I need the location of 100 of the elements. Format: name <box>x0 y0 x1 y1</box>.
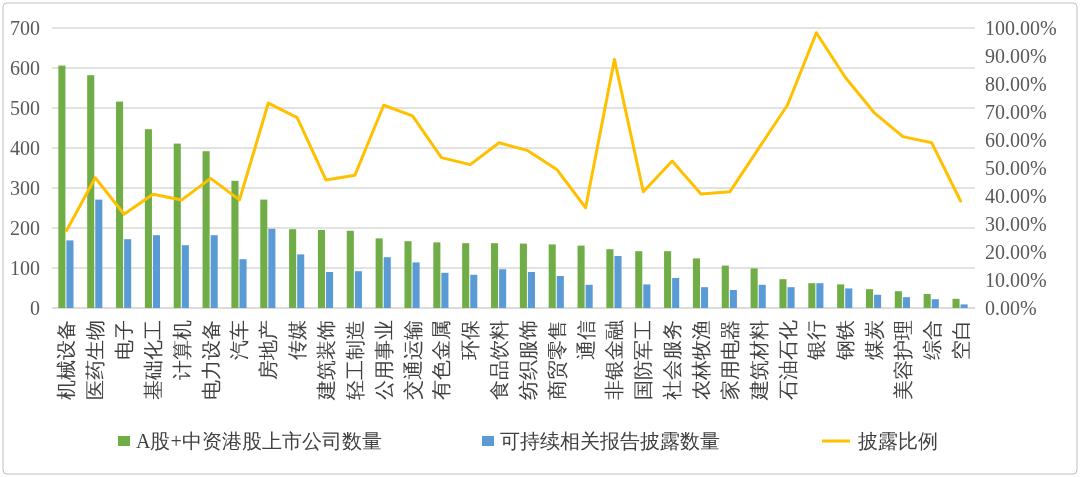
line-series <box>64 31 963 233</box>
bar <box>231 180 239 308</box>
y-tick-label: 600 <box>10 57 40 79</box>
x-tick-label: 食品饮料 <box>488 320 511 400</box>
bar <box>239 259 247 308</box>
bar <box>750 268 758 308</box>
y-tick-label: 400 <box>10 137 40 159</box>
x-tick-label: 计算机 <box>170 320 193 380</box>
bar <box>95 199 103 308</box>
bar <box>326 272 334 308</box>
bar <box>124 239 132 308</box>
bar <box>173 143 181 308</box>
bar <box>375 238 383 308</box>
x-tick-label: 传媒 <box>286 320 309 360</box>
x-tick-label: 机械设备 <box>55 320 78 400</box>
bar <box>635 251 643 308</box>
y2-tick-label: 30.00% <box>985 213 1047 235</box>
bar <box>152 235 161 308</box>
y-tick-label: 300 <box>10 177 40 199</box>
x-tick-label: 公用事业 <box>372 320 395 400</box>
bar <box>614 256 622 308</box>
bar <box>816 283 824 308</box>
bar <box>787 287 795 308</box>
bar <box>923 294 931 308</box>
x-tick-label: 空白 <box>949 320 972 360</box>
bar <box>519 243 527 308</box>
x-tick-label: 基础化工 <box>141 320 164 400</box>
x-tick-label: 医药生物 <box>84 320 107 400</box>
bar <box>902 297 910 308</box>
x-tick-label: 有色金属 <box>430 320 453 400</box>
x-tick-label: 美容护理 <box>891 320 914 400</box>
x-tick-label: 非银金融 <box>603 320 626 400</box>
x-tick-label: 纺织服饰 <box>516 320 539 400</box>
bar <box>116 101 124 308</box>
bar <box>383 257 391 308</box>
x-tick-label: 综合 <box>920 320 943 360</box>
x-tick-label: 环保 <box>459 320 482 360</box>
legend-label: 披露比例 <box>858 430 938 452</box>
bar <box>412 262 420 308</box>
bar <box>837 284 845 308</box>
x-tick-label: 轻工制造 <box>343 320 366 400</box>
bar <box>527 272 535 308</box>
x-tick-label: 农林牧渔 <box>689 320 712 400</box>
bar <box>289 229 297 308</box>
y-tick-label: 700 <box>10 17 40 39</box>
bar <box>144 129 152 308</box>
x-tick-label: 商贸零售 <box>545 320 568 400</box>
x-tick-label: 建筑材料 <box>747 320 770 401</box>
bar <box>433 242 441 308</box>
bar <box>931 299 939 308</box>
bar <box>548 244 556 308</box>
y-tick-label: 500 <box>10 97 40 119</box>
x-tick-label: 交通运输 <box>401 320 424 400</box>
x-tick-label: 社会服务 <box>661 320 684 400</box>
bar <box>66 240 74 308</box>
bar <box>960 304 968 308</box>
bar <box>577 245 585 308</box>
bar <box>404 241 412 308</box>
bar <box>297 254 305 308</box>
x-tick-label: 国防军工 <box>632 320 655 400</box>
y2-tick-label: 0.00% <box>985 297 1037 319</box>
bar <box>268 228 276 308</box>
x-tick-label: 汽车 <box>228 320 251 360</box>
x-tick-label: 通信 <box>574 320 597 360</box>
x-tick-label: 电子 <box>113 320 136 360</box>
bar <box>865 289 874 308</box>
bar <box>721 265 729 308</box>
x-tick-label: 钢铁 <box>834 320 857 361</box>
y-tick-label: 200 <box>10 217 40 239</box>
y-tick-label: 100 <box>10 257 40 279</box>
x-tick-label: 房地产 <box>257 320 280 380</box>
bar <box>643 284 651 308</box>
bar <box>556 276 564 308</box>
x-tick-label: 煤炭 <box>863 320 886 360</box>
bar <box>808 283 816 308</box>
bar <box>692 258 700 308</box>
y2-tick-label: 60.00% <box>985 129 1047 151</box>
bar <box>664 251 672 308</box>
y2-tick-label: 70.00% <box>985 101 1047 123</box>
x-tick-label: 电力设备 <box>199 320 222 400</box>
y2-tick-label: 50.00% <box>985 157 1047 179</box>
bar <box>491 243 499 308</box>
legend-label: 可持续相关报告披露数量 <box>500 430 720 452</box>
bar <box>354 271 362 308</box>
bar <box>700 287 709 308</box>
bar <box>470 274 478 308</box>
y2-tick-label: 40.00% <box>985 185 1047 207</box>
x-tick-label: 银行 <box>805 320 828 361</box>
bar <box>845 288 853 308</box>
x-tick-label: 石油石化 <box>776 320 799 400</box>
y2-tick-label: 80.00% <box>985 73 1047 95</box>
bar <box>202 151 210 308</box>
bar <box>317 230 326 308</box>
bar <box>87 75 95 308</box>
bar <box>672 278 680 308</box>
x-tick-label: 家用电器 <box>718 320 741 400</box>
bar <box>758 284 766 308</box>
bar <box>181 245 189 308</box>
legend-label: A股+中资港股上市公司数量 <box>136 430 382 452</box>
bar <box>779 279 787 308</box>
